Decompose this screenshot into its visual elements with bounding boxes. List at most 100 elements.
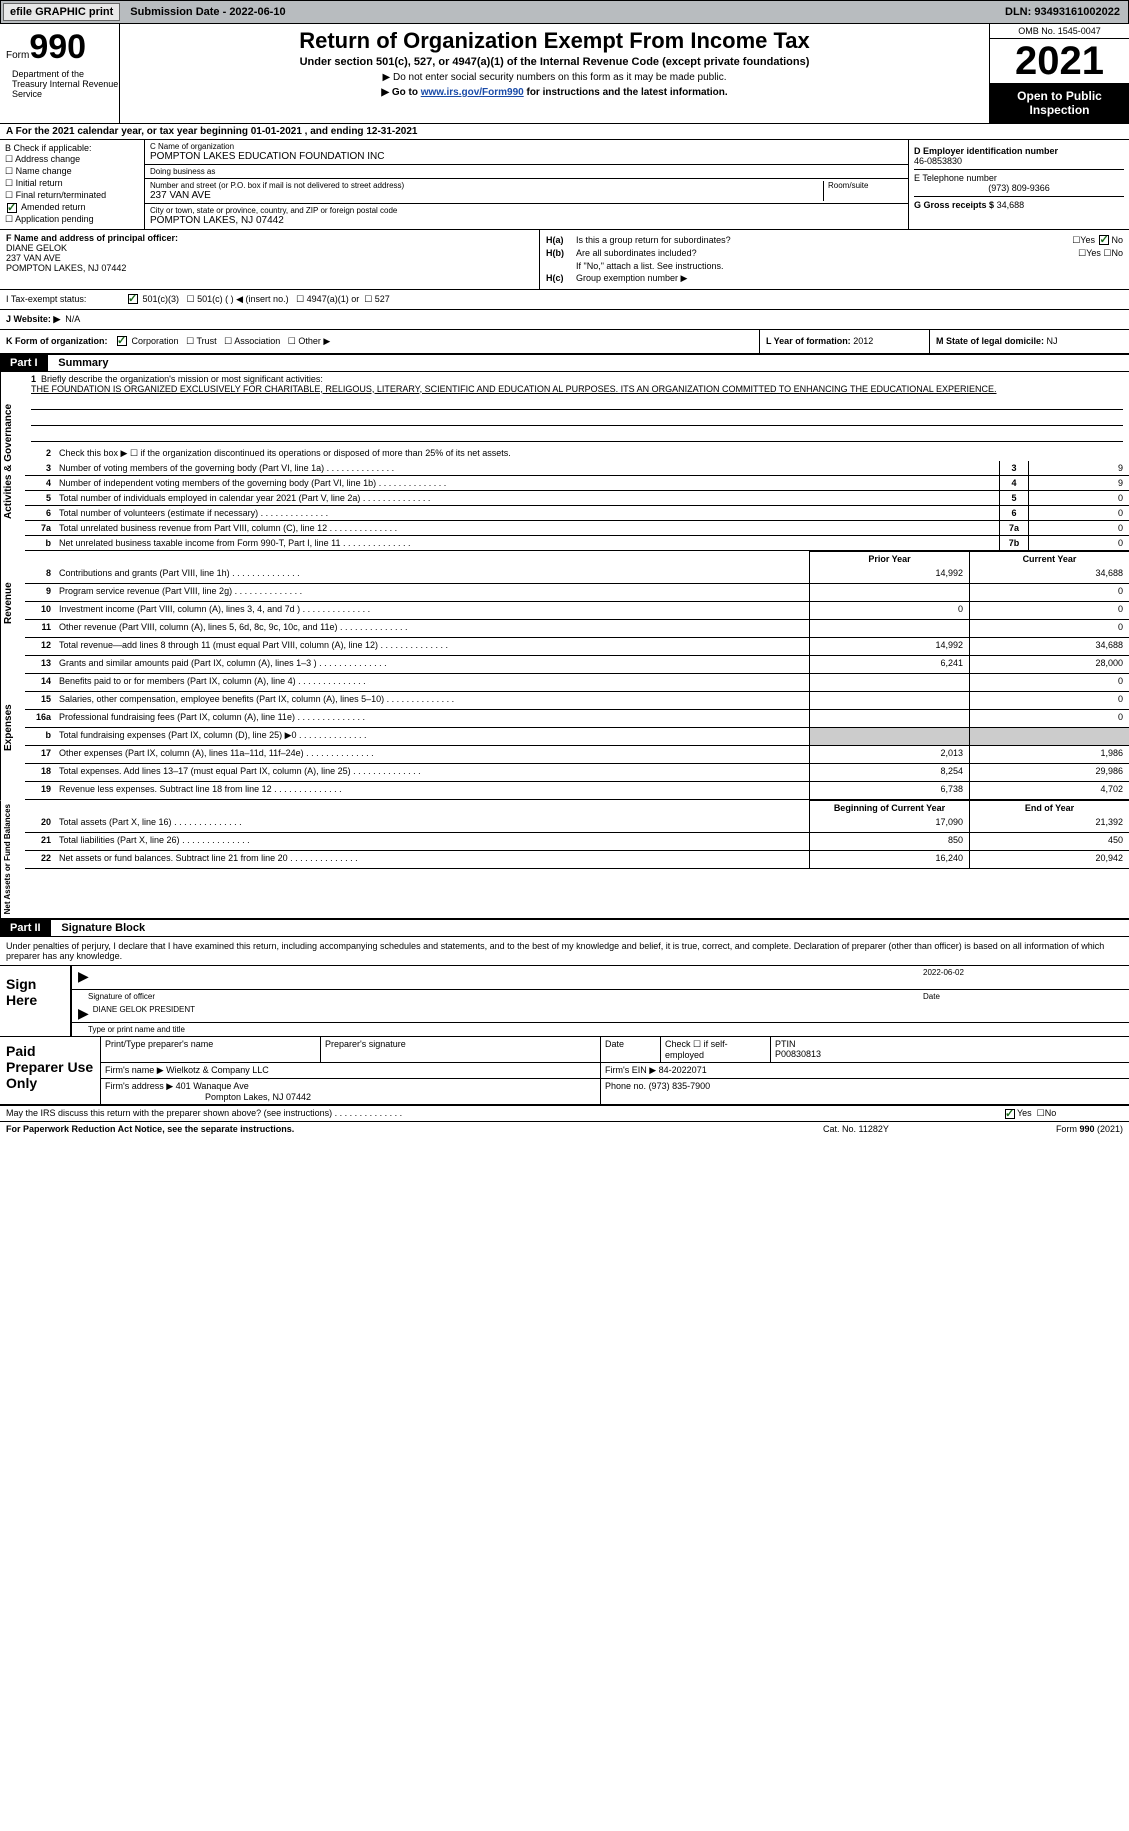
k-corp[interactable]: Corporation — [115, 336, 179, 346]
form-label: Form — [6, 50, 29, 61]
part1-header: Part I — [0, 355, 48, 371]
form-header: Form990 Department of the Treasury Inter… — [0, 24, 1129, 124]
section-bcd: B Check if applicable: ☐ Address change … — [0, 140, 1129, 230]
part2-title: Signature Block — [53, 920, 153, 936]
hc-text: Group exemption number ▶ — [576, 273, 1123, 284]
expense-row: 19Revenue less expenses. Subtract line 1… — [25, 782, 1129, 800]
side-label-gov: Activities & Governance — [0, 372, 25, 551]
ein-label: D Employer identification number — [914, 146, 1124, 156]
paid-preparer-label: Paid Preparer Use Only — [0, 1037, 100, 1104]
gross-label: G Gross receipts $ — [914, 200, 994, 210]
org-name: POMPTON LAKES EDUCATION FOUNDATION INC — [150, 151, 903, 162]
hb-label: H(b) — [546, 248, 576, 259]
status-501c[interactable]: ☐ 501(c) ( ) ◀ (insert no.) — [187, 294, 289, 305]
room-label: Room/suite — [828, 181, 903, 190]
activities-governance: Activities & Governance 1 Briefly descri… — [0, 372, 1129, 551]
firm-name: Wielkotz & Company LLC — [166, 1065, 269, 1075]
expenses-section: Expenses 13Grants and similar amounts pa… — [0, 656, 1129, 800]
irs-link[interactable]: www.irs.gov/Form990 — [421, 87, 524, 98]
dept-treasury: Department of the Treasury Internal Reve… — [6, 67, 126, 101]
gov-row: 5Total number of individuals employed in… — [25, 491, 1129, 506]
street-label: Number and street (or P.O. box if mail i… — [150, 181, 823, 190]
chk-pending[interactable]: ☐ Application pending — [5, 214, 139, 225]
k-assoc[interactable]: ☐ Association — [224, 336, 280, 346]
ptin-value: P00830813 — [775, 1049, 821, 1059]
line2-text: Check this box ▶ ☐ if the organization d… — [55, 446, 1129, 461]
hb-yesno[interactable]: ☐Yes ☐No — [1033, 248, 1123, 259]
net-row: 22Net assets or fund balances. Subtract … — [25, 851, 1129, 869]
hb-note: If "No," attach a list. See instructions… — [576, 261, 1123, 271]
state-domicile: NJ — [1047, 336, 1058, 346]
end-year-hdr: End of Year — [969, 800, 1129, 815]
mission-label: Briefly describe the organization's miss… — [41, 374, 323, 384]
col-h-group: H(a)Is this a group return for subordina… — [540, 230, 1129, 289]
begin-year-hdr: Beginning of Current Year — [809, 800, 969, 815]
status-501c3[interactable]: 501(c)(3) — [126, 294, 179, 305]
gov-row: 6Total number of volunteers (estimate if… — [25, 506, 1129, 521]
officer-city: POMPTON LAKES, NJ 07442 — [6, 263, 533, 273]
city-value: POMPTON LAKES, NJ 07442 — [150, 215, 903, 226]
firm-ein: 84-2022071 — [659, 1065, 707, 1075]
sig-officer-label: Signature of officer — [88, 992, 923, 1001]
submission-date: Submission Date - 2022-06-10 — [122, 4, 293, 20]
gov-row: 7aTotal unrelated business revenue from … — [25, 521, 1129, 536]
name-title-label: Type or print name and title — [88, 1025, 185, 1034]
col-c-org-info: C Name of organizationPOMPTON LAKES EDUC… — [145, 140, 909, 229]
firm-addr2: Pompton Lakes, NJ 07442 — [205, 1092, 311, 1102]
k-label: K Form of organization: — [6, 336, 108, 346]
gov-row: 3Number of voting members of the governi… — [25, 461, 1129, 476]
signature-declaration: Under penalties of perjury, I declare th… — [0, 937, 1129, 966]
year-formation-label: L Year of formation: — [766, 336, 851, 346]
k-other[interactable]: ☐ Other ▶ — [288, 336, 331, 346]
dln: DLN: 93493161002022 — [997, 4, 1128, 20]
mission-block: 1 Briefly describe the organization's mi… — [25, 372, 1129, 446]
street-value: 237 VAN AVE — [150, 190, 823, 201]
hb-text: Are all subordinates included? — [576, 248, 1033, 259]
dba-label: Doing business as — [150, 167, 903, 176]
expense-row: bTotal fundraising expenses (Part IX, co… — [25, 728, 1129, 746]
prep-self-label[interactable]: Check ☐ if self-employed — [661, 1037, 771, 1062]
hc-label: H(c) — [546, 273, 576, 284]
officer-street: 237 VAN AVE — [6, 253, 533, 263]
phone-label: E Telephone number — [914, 173, 1124, 183]
net-row: 21Total liabilities (Part X, line 26)850… — [25, 833, 1129, 851]
expense-row: 17Other expenses (Part IX, column (A), l… — [25, 746, 1129, 764]
discuss-yesno[interactable]: Yes ☐No — [1003, 1108, 1123, 1119]
discuss-row: May the IRS discuss this return with the… — [0, 1106, 1129, 1122]
status-4947[interactable]: ☐ 4947(a)(1) or — [296, 294, 359, 305]
efile-button[interactable]: efile GRAPHIC print — [3, 3, 120, 21]
prior-year-hdr: Prior Year — [809, 551, 969, 566]
chk-final[interactable]: ☐ Final return/terminated — [5, 190, 139, 201]
footer-mid: Cat. No. 11282Y — [823, 1124, 973, 1134]
revenue-row: 11Other revenue (Part VIII, column (A), … — [25, 620, 1129, 638]
side-label-rev: Revenue — [0, 551, 25, 656]
chk-initial[interactable]: ☐ Initial return — [5, 178, 139, 189]
revenue-row: 8Contributions and grants (Part VIII, li… — [25, 566, 1129, 584]
gross-value: 34,688 — [997, 200, 1025, 210]
k-trust[interactable]: ☐ Trust — [186, 336, 217, 346]
top-bar: efile GRAPHIC print Submission Date - 20… — [0, 0, 1129, 24]
website-row: J Website: ▶ N/A — [0, 310, 1129, 330]
firm-name-label: Firm's name ▶ — [105, 1065, 164, 1075]
website-value: N/A — [65, 314, 80, 324]
col-d-ein: D Employer identification number46-08538… — [909, 140, 1129, 229]
part2-header: Part II — [0, 920, 51, 936]
chk-amended[interactable]: Amended return — [5, 202, 139, 213]
tax-status-row: I Tax-exempt status: 501(c)(3) ☐ 501(c) … — [0, 290, 1129, 310]
ha-label: H(a) — [546, 235, 576, 246]
status-527[interactable]: ☐ 527 — [364, 294, 390, 305]
website-label: J Website: ▶ — [6, 314, 60, 324]
net-assets-section: Net Assets or Fund Balances Beginning of… — [0, 800, 1129, 920]
revenue-row: 10Investment income (Part VIII, column (… — [25, 602, 1129, 620]
col-b-checkboxes: B Check if applicable: ☐ Address change … — [0, 140, 145, 229]
ha-text: Is this a group return for subordinates? — [576, 235, 1033, 246]
chk-name[interactable]: ☐ Name change — [5, 166, 139, 177]
ha-yesno[interactable]: ☐Yes No — [1033, 235, 1123, 246]
prep-name-label: Print/Type preparer's name — [101, 1037, 321, 1062]
side-label-net: Net Assets or Fund Balances — [0, 800, 25, 918]
prep-phone-label: Phone no. — [605, 1081, 646, 1091]
officer-printed-name: DIANE GELOK PRESIDENT — [93, 1005, 1123, 1020]
state-domicile-label: M State of legal domicile: — [936, 336, 1044, 346]
chk-address[interactable]: ☐ Address change — [5, 154, 139, 165]
prep-date-label: Date — [601, 1037, 661, 1062]
